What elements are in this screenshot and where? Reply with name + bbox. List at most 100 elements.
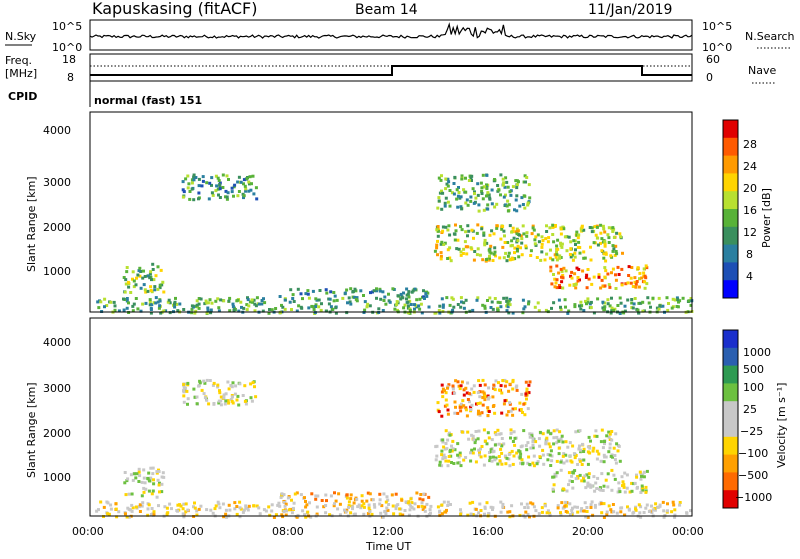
range-cell bbox=[372, 289, 376, 293]
range-cell bbox=[540, 242, 544, 246]
range-cell bbox=[232, 308, 236, 312]
range-cell bbox=[267, 505, 271, 509]
range-cell bbox=[639, 472, 643, 476]
range-cell bbox=[488, 196, 492, 200]
range-cell bbox=[620, 267, 624, 271]
range-cell bbox=[274, 307, 278, 310]
range-cell bbox=[477, 203, 481, 207]
range-cell bbox=[613, 477, 617, 481]
range-cell bbox=[607, 450, 611, 454]
range-cell bbox=[408, 299, 412, 303]
range-cell bbox=[550, 454, 554, 458]
range-cell bbox=[459, 253, 463, 257]
range-cell bbox=[444, 196, 448, 200]
range-cell bbox=[470, 387, 474, 391]
range-cell bbox=[278, 504, 282, 508]
range-cell bbox=[514, 407, 517, 411]
range-cell bbox=[445, 508, 448, 512]
range-cell bbox=[112, 300, 116, 304]
colorbar-segment bbox=[723, 330, 738, 349]
range-cell bbox=[624, 282, 628, 286]
range-cell bbox=[138, 510, 142, 513]
range-cell bbox=[464, 230, 468, 234]
range-cell bbox=[520, 241, 524, 245]
range-cell bbox=[544, 308, 548, 312]
range-cell bbox=[570, 513, 574, 517]
velocity-cbar-tick-m25: −25 bbox=[740, 425, 763, 438]
range-cell bbox=[516, 249, 519, 253]
range-cell bbox=[239, 180, 243, 184]
range-cell bbox=[582, 476, 585, 480]
power-ytick-4000: 4000 bbox=[43, 124, 71, 137]
range-cell bbox=[642, 271, 646, 275]
range-cell bbox=[244, 189, 248, 193]
range-cell bbox=[129, 508, 132, 512]
range-cell bbox=[446, 438, 450, 442]
range-cell bbox=[211, 193, 215, 197]
range-cell bbox=[641, 488, 645, 492]
range-cell bbox=[360, 494, 364, 498]
range-cell bbox=[427, 495, 431, 499]
range-cell bbox=[516, 244, 520, 248]
range-cell bbox=[512, 454, 516, 458]
range-cell bbox=[481, 197, 485, 201]
range-cell bbox=[454, 379, 458, 383]
range-cell bbox=[299, 493, 303, 497]
range-cell bbox=[394, 504, 398, 508]
range-cell bbox=[511, 185, 515, 189]
range-cell bbox=[282, 493, 286, 497]
range-cell bbox=[162, 309, 166, 313]
range-cell bbox=[401, 296, 405, 300]
range-cell bbox=[314, 497, 318, 501]
range-cell bbox=[606, 472, 610, 476]
range-cell bbox=[373, 505, 377, 509]
range-cell bbox=[222, 396, 226, 400]
range-cell bbox=[131, 478, 135, 482]
range-cell bbox=[405, 287, 409, 291]
range-cell bbox=[508, 224, 512, 228]
range-cell bbox=[609, 311, 613, 315]
range-cell bbox=[441, 454, 445, 458]
range-cell bbox=[511, 226, 515, 230]
range-cell bbox=[152, 510, 156, 514]
range-cell bbox=[221, 502, 225, 506]
range-cell bbox=[472, 390, 476, 394]
range-cell bbox=[437, 199, 441, 203]
range-cell bbox=[589, 503, 593, 507]
range-cell bbox=[555, 278, 559, 282]
range-cell bbox=[507, 251, 511, 255]
range-cell bbox=[651, 296, 655, 300]
range-cell bbox=[274, 513, 278, 517]
range-cell bbox=[453, 448, 457, 452]
range-cell bbox=[549, 248, 552, 252]
range-cell bbox=[149, 476, 153, 480]
range-cell bbox=[224, 512, 228, 516]
range-cell bbox=[555, 428, 559, 432]
range-cell bbox=[224, 508, 228, 512]
range-cell bbox=[619, 510, 623, 514]
range-cell bbox=[353, 287, 357, 291]
range-cell bbox=[255, 296, 259, 300]
range-cell bbox=[622, 485, 626, 489]
range-cell bbox=[651, 508, 655, 512]
range-cell bbox=[445, 296, 449, 300]
range-cell bbox=[194, 176, 198, 179]
range-cell bbox=[446, 248, 450, 252]
range-cell bbox=[311, 289, 315, 293]
range-cell bbox=[530, 434, 534, 438]
range-cell bbox=[377, 307, 381, 311]
range-cell bbox=[500, 462, 504, 466]
range-cell bbox=[440, 240, 444, 244]
range-cell bbox=[301, 297, 304, 301]
range-cell bbox=[315, 512, 319, 516]
range-cell bbox=[473, 438, 477, 442]
velocity-cbar-tick-m500: −500 bbox=[738, 469, 768, 482]
range-cell bbox=[214, 299, 218, 303]
range-cell bbox=[367, 503, 371, 507]
range-cell bbox=[592, 311, 596, 315]
power-cbar-tick-8: 8 bbox=[746, 248, 753, 261]
range-cell bbox=[137, 470, 141, 474]
range-cell bbox=[329, 290, 333, 294]
range-cell bbox=[423, 505, 427, 509]
range-cell bbox=[235, 512, 239, 516]
